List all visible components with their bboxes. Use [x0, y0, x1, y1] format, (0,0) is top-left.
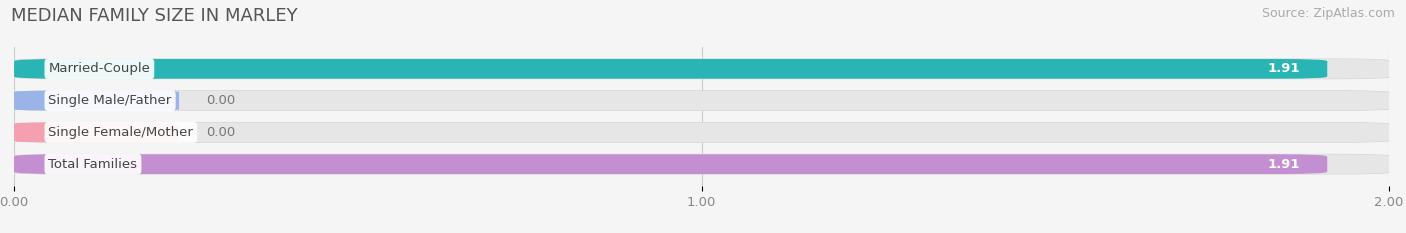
Text: Married-Couple: Married-Couple — [48, 62, 150, 75]
FancyBboxPatch shape — [14, 154, 1389, 174]
FancyBboxPatch shape — [11, 90, 1392, 111]
Text: Total Families: Total Families — [48, 158, 138, 171]
FancyBboxPatch shape — [14, 91, 179, 110]
FancyBboxPatch shape — [14, 59, 1389, 79]
Text: Single Female/Mother: Single Female/Mother — [48, 126, 193, 139]
FancyBboxPatch shape — [14, 154, 1327, 174]
FancyBboxPatch shape — [11, 58, 1392, 79]
FancyBboxPatch shape — [11, 122, 1392, 143]
Text: 1.91: 1.91 — [1267, 158, 1299, 171]
Text: 0.00: 0.00 — [207, 126, 236, 139]
Text: Single Male/Father: Single Male/Father — [48, 94, 172, 107]
Text: 0.00: 0.00 — [207, 94, 236, 107]
FancyBboxPatch shape — [14, 123, 179, 142]
Text: MEDIAN FAMILY SIZE IN MARLEY: MEDIAN FAMILY SIZE IN MARLEY — [11, 7, 298, 25]
Text: Source: ZipAtlas.com: Source: ZipAtlas.com — [1261, 7, 1395, 20]
FancyBboxPatch shape — [14, 59, 1327, 79]
FancyBboxPatch shape — [11, 154, 1392, 175]
FancyBboxPatch shape — [14, 123, 1389, 142]
Text: 1.91: 1.91 — [1267, 62, 1299, 75]
FancyBboxPatch shape — [14, 91, 1389, 110]
